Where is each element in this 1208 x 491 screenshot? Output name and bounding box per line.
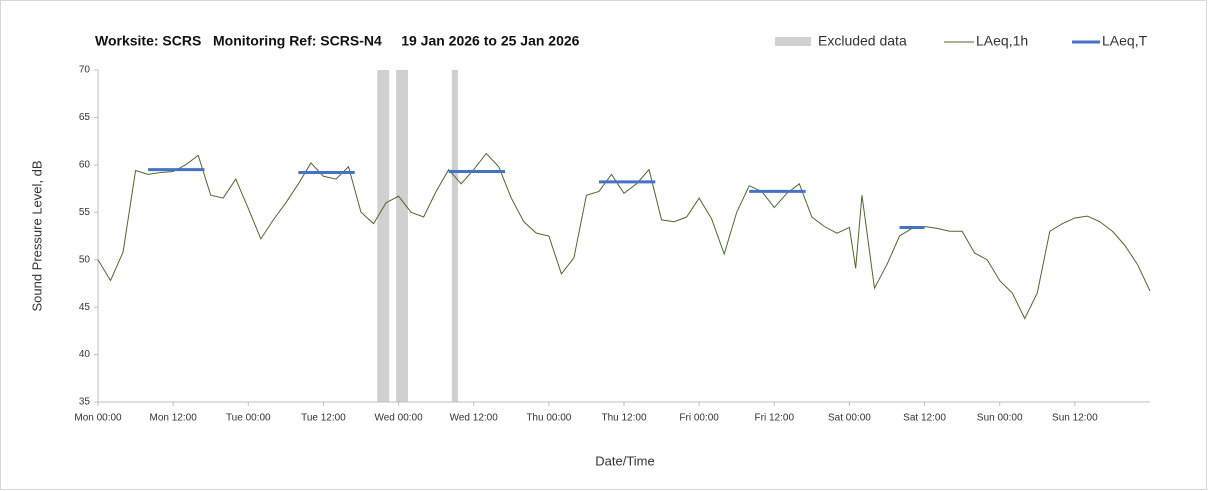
line-series [97,152,1151,320]
y-tick-label: 45 [79,302,91,313]
chart-title: Worksite: SCRS Monitoring Ref: SCRS-N4 1… [95,33,580,49]
legend-label: LAeq,1h [976,33,1028,49]
y-tick-label: 50 [79,254,91,265]
excluded-band [377,70,390,402]
x-axis-label: Date/Time [595,453,654,468]
x-tick-label: Wed 00:00 [374,413,423,424]
y-tick-label: 65 [79,112,91,123]
x-tick-label: Sun 00:00 [977,413,1023,424]
excluded-band [396,70,408,402]
x-tick-label: Mon 12:00 [150,413,198,424]
x-tick-label: Fri 12:00 [755,413,795,424]
y-tick-label: 60 [79,159,91,170]
x-tick-label: Mon 00:00 [74,413,122,424]
x-tick-label: Tue 12:00 [301,413,346,424]
x-tick-label: Fri 00:00 [679,413,719,424]
x-tick-label: Wed 12:00 [450,413,499,424]
x-tick-label: Sat 12:00 [903,413,946,424]
x-tick-label: Sun 12:00 [1052,413,1098,424]
y-tick-label: 35 [79,397,91,408]
legend-label: LAeq,T [1102,33,1148,49]
y-tick-label: 55 [79,207,91,218]
x-tick-label: Sat 00:00 [828,413,871,424]
y-tick-label: 70 [79,65,91,76]
x-tick-label: Tue 00:00 [226,413,271,424]
x-tick-label: Thu 00:00 [526,413,571,424]
legend-label: Excluded data [818,33,907,49]
y-axis-label: Sound Pressure Level, dB [29,160,44,311]
legend-swatch [775,37,811,46]
x-tick-label: Thu 12:00 [601,413,646,424]
excluded-band [451,70,459,402]
y-tick-label: 40 [79,349,91,360]
